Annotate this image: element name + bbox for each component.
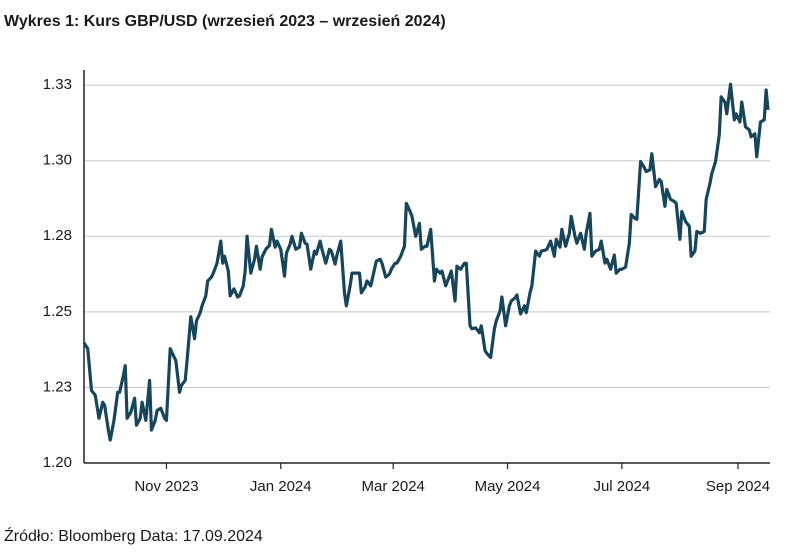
y-tick-label: 1.28 bbox=[43, 227, 72, 244]
chart-title: Wykres 1: Kurs GBP/USD (wrzesień 2023 – … bbox=[4, 13, 446, 30]
y-tick-label: 1.23 bbox=[43, 378, 72, 395]
x-tick-label: Jan 2024 bbox=[250, 478, 312, 495]
x-tick-label: Mar 2024 bbox=[362, 478, 425, 495]
x-tick-label: May 2024 bbox=[475, 478, 541, 495]
y-tick-label: 1.20 bbox=[43, 454, 72, 471]
y-tick-label: 1.33 bbox=[43, 76, 72, 93]
y-tick-label: 1.30 bbox=[43, 152, 72, 169]
chart-source: Źródło: Bloomberg Data: 17.09.2024 bbox=[4, 526, 263, 545]
x-tick-label: Sep 2024 bbox=[706, 478, 770, 495]
price-line bbox=[82, 82, 770, 442]
x-tick-label: Nov 2023 bbox=[134, 478, 198, 495]
y-tick-label: 1.25 bbox=[43, 303, 72, 320]
x-tick-label: Jul 2024 bbox=[593, 478, 650, 495]
